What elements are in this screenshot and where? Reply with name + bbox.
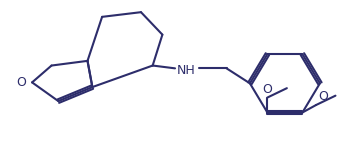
Text: O: O: [318, 90, 328, 103]
Text: O: O: [17, 76, 26, 89]
Text: O: O: [263, 83, 272, 96]
Text: NH: NH: [177, 64, 196, 77]
